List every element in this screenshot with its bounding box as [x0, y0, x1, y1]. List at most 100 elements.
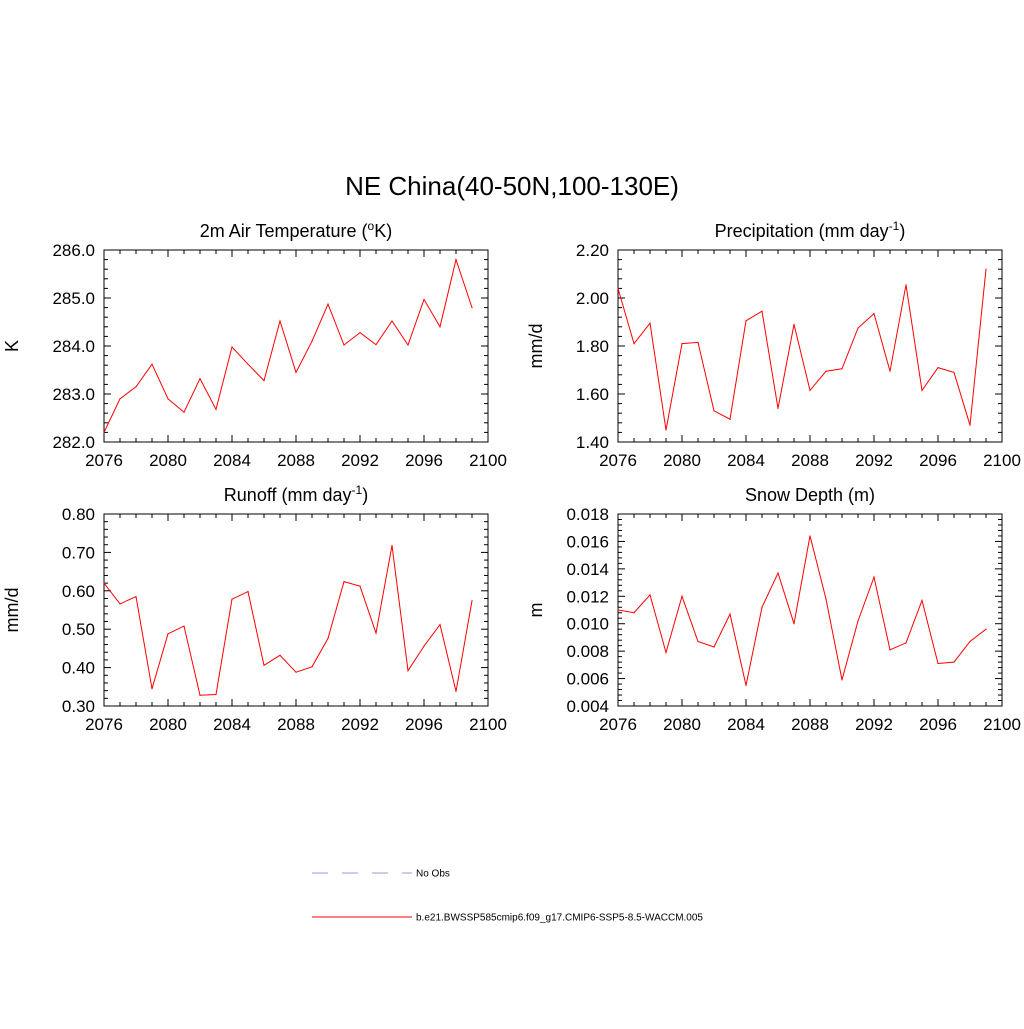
y-tick-label: 0.016 [566, 532, 609, 551]
data-point [327, 303, 329, 305]
data-point [777, 572, 779, 574]
data-point [953, 371, 955, 373]
data-point [359, 331, 361, 334]
data-point [391, 320, 393, 322]
data-point [761, 606, 763, 608]
data-point [423, 298, 425, 301]
data-point [825, 598, 827, 600]
y-axis-label: mm/d [2, 588, 22, 633]
x-tick-label: 2080 [149, 715, 187, 734]
data-point [135, 386, 137, 388]
data-point [407, 344, 409, 346]
y-tick-label: 0.008 [566, 642, 609, 661]
data-point [103, 431, 105, 433]
x-tick-label: 2080 [663, 451, 701, 470]
x-tick-label: 2088 [791, 451, 829, 470]
panel-title: Snow Depth (m) [745, 485, 875, 505]
data-point [295, 371, 297, 373]
x-tick-label: 2076 [599, 715, 637, 734]
x-tick-label: 2100 [469, 451, 507, 470]
data-point [455, 259, 457, 261]
y-tick-label: 0.80 [62, 505, 95, 524]
data-point [713, 410, 715, 412]
data-point [119, 603, 121, 605]
x-tick-label: 2088 [277, 715, 315, 734]
y-tick-label: 0.40 [62, 659, 95, 678]
y-tick-label: 1.40 [576, 433, 609, 452]
y-tick-label: 1.60 [576, 385, 609, 404]
data-point [969, 424, 971, 426]
data-point [953, 661, 955, 663]
data-point [809, 389, 811, 391]
data-point [969, 640, 971, 643]
x-tick-label: 2092 [341, 715, 379, 734]
x-tick-label: 2092 [855, 715, 893, 734]
x-tick-label: 2096 [405, 451, 443, 470]
legend-label: No Obs [416, 869, 450, 880]
data-point [391, 544, 393, 547]
data-point [793, 323, 795, 325]
panel-precipitation: 2076 2080 2084 2088 2092 2096 2100 1.40 1.60 1.80… [526, 219, 1021, 470]
x-tick-label: 2080 [149, 451, 187, 470]
y-tick-label: 2.00 [576, 289, 609, 308]
y-tick-label: 282.0 [52, 433, 95, 452]
panel-title-superscript: -1 [889, 219, 900, 233]
data-point [279, 320, 281, 322]
y-axis-label: mm/d [526, 324, 546, 369]
data-point [697, 640, 699, 643]
data-point [649, 594, 651, 596]
data-point [873, 313, 875, 315]
y-tick-label: 0.60 [62, 582, 95, 601]
x-tick-label: 2076 [599, 451, 637, 470]
legend: No Obs b.e21.BWSSP585cmip6.f09_g17.CMIP6-… [312, 869, 703, 924]
x-tick-label: 2092 [855, 451, 893, 470]
y-tick-label: 0.006 [566, 670, 609, 689]
x-tick-label: 2096 [919, 451, 957, 470]
data-point [119, 398, 121, 400]
figure-title: NE China(40-50N,100-130E) [345, 171, 679, 201]
data-point [889, 649, 891, 651]
data-point [215, 408, 217, 410]
panel-title: Runoff (mm day-1) [224, 483, 368, 505]
data-point [471, 600, 473, 602]
data-point [423, 645, 425, 647]
panel-title-suffix: ) [899, 221, 905, 241]
data-point [937, 367, 939, 369]
data-point [327, 637, 329, 640]
panel-snow-depth: 2076 2080 2084 2088 2092 2096 2100 0.004 0.006 0.… [526, 485, 1021, 734]
plot-frame [103, 513, 489, 707]
panel-title-text: 2m Air Temperature ( [200, 221, 368, 241]
x-tick-label: 2084 [727, 451, 765, 470]
plot-frame [617, 249, 1003, 443]
y-tick-label: 2.20 [576, 241, 609, 260]
data-point [921, 599, 923, 602]
x-tick-label: 2076 [85, 451, 123, 470]
data-point [359, 585, 361, 587]
y-tick-label: 0.50 [62, 620, 95, 639]
y-tick-label: 0.004 [566, 697, 609, 716]
data-point [279, 654, 281, 656]
data-point [873, 576, 875, 578]
data-point [617, 287, 619, 289]
series-line [617, 269, 987, 431]
x-tick-label: 2084 [727, 715, 765, 734]
data-point [183, 411, 185, 413]
x-tick-label: 2088 [791, 715, 829, 734]
data-point [375, 632, 377, 634]
data-point [857, 327, 859, 329]
data-point [745, 320, 747, 322]
legend-label: b.e21.BWSSP585cmip6.f09_g17.CMIP6-SSP5-8… [416, 913, 703, 924]
panel-title-suffix: ) [362, 485, 368, 505]
data-point [649, 322, 651, 324]
data-point [617, 609, 619, 611]
y-axis-label: K [2, 340, 22, 352]
series-line [617, 535, 987, 686]
y-tick-label: 0.010 [566, 615, 609, 634]
panel-title-suffix: K) [374, 221, 392, 241]
data-point [199, 694, 201, 696]
panel-title-superscript: -1 [352, 483, 363, 497]
data-point [167, 633, 169, 635]
data-point [633, 612, 635, 614]
data-point [937, 662, 939, 665]
